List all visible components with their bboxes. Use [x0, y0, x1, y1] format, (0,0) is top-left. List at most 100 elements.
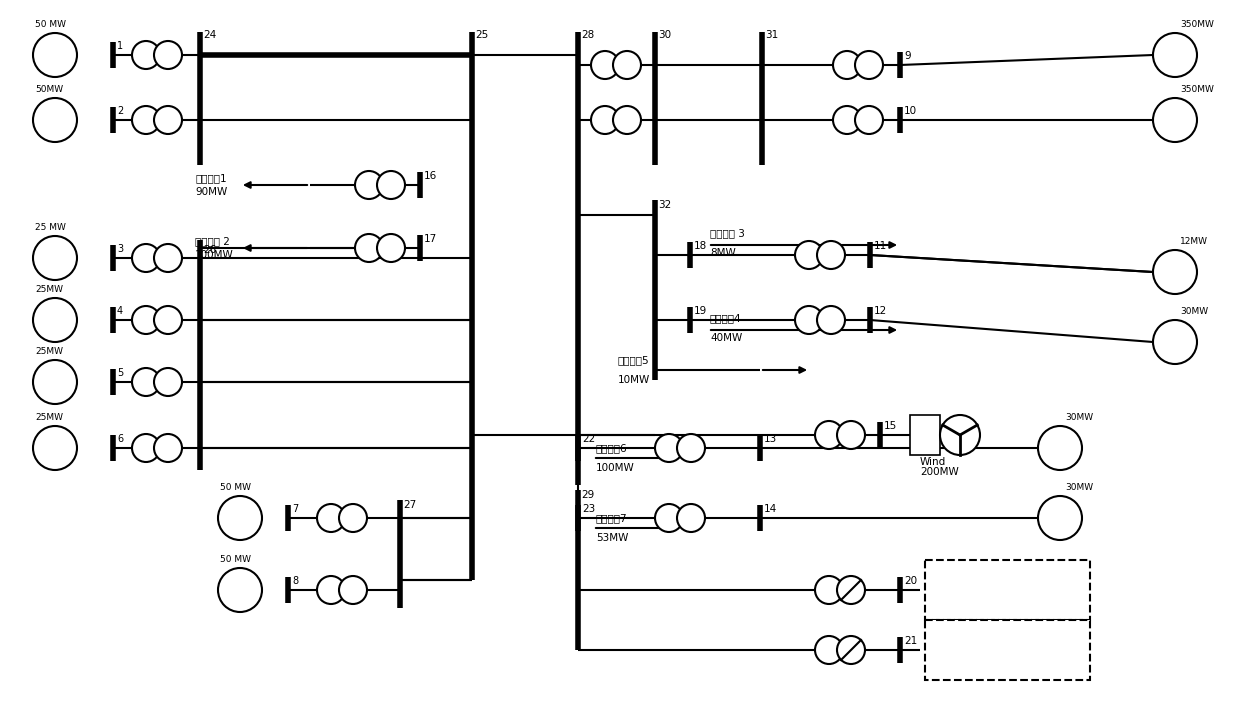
Text: 热力负荷4: 热力负荷4: [711, 313, 742, 323]
Text: 9: 9: [904, 51, 910, 61]
Text: 动力负荷 2: 动力负荷 2: [195, 236, 229, 246]
Text: 5: 5: [117, 368, 123, 378]
Circle shape: [677, 504, 706, 532]
Text: 21: 21: [904, 636, 918, 646]
Circle shape: [218, 496, 262, 540]
Text: 30MW: 30MW: [1180, 307, 1208, 316]
Circle shape: [677, 434, 706, 462]
Text: 8MW: 8MW: [711, 248, 735, 258]
Circle shape: [154, 306, 182, 334]
Text: 热力负荷5: 热力负荷5: [618, 355, 650, 365]
Text: 热力负荷7: 热力负荷7: [596, 513, 627, 523]
Circle shape: [131, 244, 160, 272]
Text: 多晶硅负荷2: 多晶硅负荷2: [930, 622, 968, 632]
Circle shape: [339, 504, 367, 532]
Circle shape: [317, 504, 345, 532]
Text: 14: 14: [764, 504, 777, 514]
Circle shape: [339, 576, 367, 604]
Circle shape: [154, 368, 182, 396]
Circle shape: [154, 106, 182, 134]
Text: 4: 4: [117, 306, 123, 316]
Text: G13: G13: [1050, 444, 1070, 452]
Text: G3: G3: [48, 253, 62, 263]
Text: 10: 10: [904, 106, 918, 116]
Text: 28: 28: [582, 30, 594, 40]
Text: 25MW: 25MW: [35, 347, 63, 356]
Circle shape: [355, 171, 383, 199]
Circle shape: [833, 51, 861, 79]
Circle shape: [33, 33, 77, 77]
Text: 30MW: 30MW: [1065, 483, 1094, 492]
Text: 26: 26: [203, 245, 216, 255]
Text: 30: 30: [658, 30, 671, 40]
Circle shape: [377, 171, 405, 199]
Circle shape: [837, 636, 866, 664]
Circle shape: [1038, 496, 1083, 540]
Text: 12MW: 12MW: [1180, 237, 1208, 246]
Circle shape: [940, 415, 980, 455]
Circle shape: [817, 306, 844, 334]
Text: G1: G1: [48, 51, 62, 59]
Text: G9: G9: [1168, 51, 1182, 59]
Text: G7: G7: [233, 513, 247, 523]
Text: Wind: Wind: [920, 457, 946, 467]
Circle shape: [131, 41, 160, 69]
Text: 25 MW: 25 MW: [35, 223, 66, 232]
Circle shape: [1153, 33, 1197, 77]
Text: 19: 19: [694, 306, 707, 316]
Text: 18: 18: [694, 241, 707, 251]
Circle shape: [1153, 98, 1197, 142]
Text: 24: 24: [203, 30, 216, 40]
Text: 50 MW: 50 MW: [219, 483, 250, 492]
Text: 31: 31: [765, 30, 779, 40]
Text: 29: 29: [582, 490, 594, 500]
Circle shape: [837, 576, 866, 604]
Circle shape: [655, 504, 683, 532]
Text: 15: 15: [884, 421, 898, 431]
Circle shape: [837, 421, 866, 449]
FancyBboxPatch shape: [925, 560, 1090, 620]
Text: 12: 12: [874, 306, 888, 316]
Text: 102MW: 102MW: [980, 647, 1019, 657]
Circle shape: [131, 106, 160, 134]
Circle shape: [33, 360, 77, 404]
Text: 16: 16: [424, 171, 438, 181]
Text: G14: G14: [1050, 513, 1070, 523]
Text: G12: G12: [1166, 337, 1185, 347]
Text: 动力负荷1: 动力负荷1: [195, 173, 227, 183]
Text: 热力负荷6: 热力负荷6: [596, 443, 627, 453]
Bar: [910, 415, 940, 455]
Text: 10MW: 10MW: [618, 375, 650, 385]
Text: 13: 13: [764, 434, 777, 444]
Text: 50 MW: 50 MW: [35, 20, 66, 29]
Circle shape: [655, 434, 683, 462]
Text: 25MW: 25MW: [35, 285, 63, 294]
Circle shape: [33, 236, 77, 280]
Text: G5: G5: [48, 377, 62, 387]
Text: 53MW: 53MW: [596, 533, 629, 543]
Circle shape: [795, 241, 823, 269]
Text: 20: 20: [904, 576, 918, 586]
Circle shape: [1153, 250, 1197, 294]
Circle shape: [377, 234, 405, 262]
Text: 22: 22: [582, 434, 595, 444]
Text: 30MW: 30MW: [1065, 413, 1094, 422]
Circle shape: [591, 106, 619, 134]
Circle shape: [815, 636, 843, 664]
Text: 350MW: 350MW: [1180, 20, 1214, 29]
Circle shape: [613, 51, 641, 79]
Text: 3: 3: [117, 244, 123, 254]
Circle shape: [154, 244, 182, 272]
Text: 350MW: 350MW: [1180, 85, 1214, 94]
Circle shape: [33, 426, 77, 470]
Text: 163MW: 163MW: [980, 587, 1019, 597]
Text: 动力负荷 3: 动力负荷 3: [711, 228, 745, 238]
Text: 100MW: 100MW: [596, 463, 635, 473]
Text: G6: G6: [48, 444, 62, 452]
Circle shape: [1153, 320, 1197, 364]
Circle shape: [317, 576, 345, 604]
Text: G11: G11: [1166, 267, 1185, 277]
Text: 1: 1: [117, 41, 123, 51]
Text: 50 MW: 50 MW: [219, 555, 250, 564]
Text: 25: 25: [475, 30, 489, 40]
